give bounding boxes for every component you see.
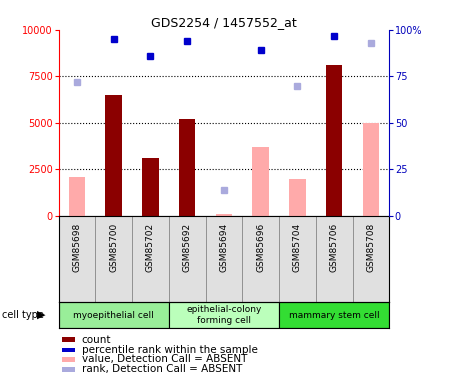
Bar bbox=[62, 338, 75, 342]
Text: myoepithelial cell: myoepithelial cell bbox=[73, 310, 154, 320]
Bar bbox=[279, 216, 316, 302]
Text: GSM85704: GSM85704 bbox=[293, 222, 302, 272]
Bar bbox=[206, 216, 242, 302]
Text: rank, Detection Call = ABSENT: rank, Detection Call = ABSENT bbox=[81, 364, 242, 374]
Text: value, Detection Call = ABSENT: value, Detection Call = ABSENT bbox=[81, 354, 247, 364]
Text: GSM85694: GSM85694 bbox=[220, 222, 228, 272]
Title: GDS2254 / 1457552_at: GDS2254 / 1457552_at bbox=[151, 16, 297, 29]
Text: GSM85702: GSM85702 bbox=[146, 222, 155, 272]
Bar bbox=[363, 123, 379, 216]
Text: percentile rank within the sample: percentile rank within the sample bbox=[81, 345, 257, 355]
Bar bbox=[62, 367, 75, 372]
Bar bbox=[58, 302, 169, 328]
Text: GSM85696: GSM85696 bbox=[256, 222, 265, 272]
Text: GSM85692: GSM85692 bbox=[183, 222, 192, 272]
Bar bbox=[142, 158, 159, 216]
Bar bbox=[105, 95, 122, 216]
Text: GSM85706: GSM85706 bbox=[329, 222, 338, 272]
Bar bbox=[316, 216, 352, 302]
Text: epithelial-colony
forming cell: epithelial-colony forming cell bbox=[186, 305, 261, 325]
Bar bbox=[62, 348, 75, 352]
Text: ▶: ▶ bbox=[37, 310, 45, 320]
Bar bbox=[58, 216, 95, 302]
Bar bbox=[132, 216, 169, 302]
Bar bbox=[279, 302, 389, 328]
Bar bbox=[68, 177, 85, 216]
Text: count: count bbox=[81, 334, 111, 345]
Bar bbox=[242, 216, 279, 302]
Bar bbox=[289, 178, 306, 216]
Text: mammary stem cell: mammary stem cell bbox=[289, 310, 379, 320]
Bar bbox=[326, 65, 342, 216]
Bar bbox=[179, 119, 195, 216]
Bar bbox=[216, 214, 232, 216]
Bar bbox=[95, 216, 132, 302]
Bar bbox=[169, 302, 279, 328]
Text: GSM85698: GSM85698 bbox=[72, 222, 81, 272]
Bar bbox=[169, 216, 206, 302]
Bar bbox=[62, 357, 75, 362]
Text: cell type: cell type bbox=[2, 310, 44, 320]
Text: GSM85700: GSM85700 bbox=[109, 222, 118, 272]
Text: GSM85708: GSM85708 bbox=[366, 222, 375, 272]
Bar bbox=[252, 147, 269, 216]
Bar bbox=[352, 216, 389, 302]
